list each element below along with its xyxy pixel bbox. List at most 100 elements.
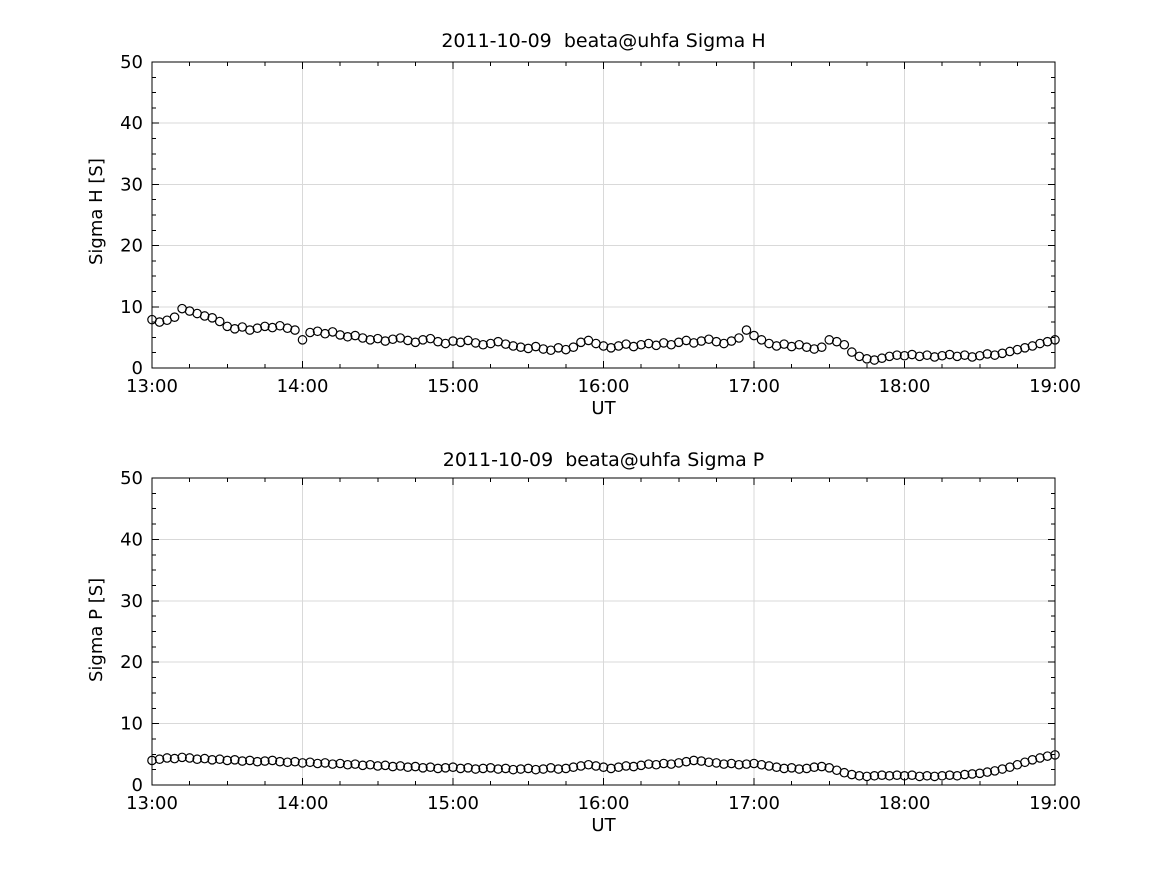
data-point-marker <box>418 335 428 345</box>
x-tick-label: 15:00 <box>427 376 479 397</box>
data-point-marker <box>327 759 338 769</box>
data-point-marker <box>568 342 579 352</box>
data-point-marker <box>357 760 368 771</box>
data-point-marker <box>372 761 383 771</box>
data-point-marker <box>410 761 421 772</box>
data-point-marker <box>184 753 195 763</box>
data-point-marker <box>342 331 353 342</box>
data-point-marker <box>320 758 330 768</box>
data-point-marker <box>974 768 985 779</box>
data-point-marker <box>967 769 978 779</box>
sigma-p-x-axis-label: UT <box>591 815 616 836</box>
data-point-marker <box>809 762 819 772</box>
x-tick-label: 17:00 <box>728 376 780 397</box>
x-tick-label: 16:00 <box>578 376 630 397</box>
data-point-marker <box>628 761 639 772</box>
x-tick-label: 13:00 <box>126 376 178 397</box>
data-point-marker <box>162 753 172 763</box>
data-point-marker <box>794 764 804 774</box>
y-tick-label: 30 <box>120 174 143 195</box>
data-point-marker <box>636 760 646 771</box>
data-point-marker <box>899 770 910 781</box>
data-point-marker <box>922 770 932 781</box>
data-point-marker <box>719 759 729 769</box>
data-point-marker <box>207 313 217 323</box>
data-point-marker <box>478 763 488 774</box>
x-tick-label: 14:00 <box>277 793 329 814</box>
grid <box>152 478 1055 785</box>
data-point-marker <box>854 770 865 781</box>
data-point-marker <box>764 761 774 771</box>
data-point-marker <box>606 763 616 774</box>
sigma-p-chart-canvas: 13:00 14:00 15:00 16:00 17:00 18:00 19:00 0 10 20… <box>120 468 1081 814</box>
data-point-marker <box>598 762 609 772</box>
data-point-marker <box>884 351 895 362</box>
data-point-marker <box>147 755 157 766</box>
x-tick-label: 18:00 <box>879 793 931 814</box>
y-tick-label: 40 <box>120 529 143 550</box>
data-point-marker <box>967 352 978 362</box>
data-point-marker <box>899 350 910 361</box>
data-point-marker <box>395 761 406 771</box>
data-point-marker <box>914 771 925 782</box>
data-point-marker <box>749 758 759 769</box>
data-point-marker <box>741 325 752 335</box>
data-point-marker <box>816 342 827 352</box>
data-points <box>147 750 1060 782</box>
grid <box>152 62 1055 368</box>
data-point-marker <box>154 754 165 765</box>
data-point-marker <box>470 764 481 774</box>
data-point-marker <box>681 756 692 767</box>
data-point-marker <box>305 327 315 338</box>
data-point-marker <box>711 758 722 768</box>
data-point-marker <box>515 764 526 774</box>
x-tick-label: 14:00 <box>277 376 329 397</box>
data-point-marker <box>576 761 586 771</box>
x-tick-label: 16:00 <box>578 793 630 814</box>
data-point-marker <box>779 763 789 774</box>
data-point-marker <box>801 763 812 774</box>
sigma-p-y-axis-label: Sigma P [S] <box>86 577 107 682</box>
x-tick-label: 18:00 <box>879 376 931 397</box>
sigma-h-x-axis-label: UT <box>591 398 616 419</box>
data-point-marker <box>929 771 940 782</box>
y-tick-label: 10 <box>120 297 143 318</box>
data-point-marker <box>297 758 308 768</box>
data-point-marker <box>862 354 872 364</box>
data-point-marker <box>214 754 225 765</box>
x-tick-label: 17:00 <box>728 793 780 814</box>
data-point-marker <box>591 761 601 771</box>
x-tick-label: 19:00 <box>1029 376 1081 397</box>
data-point-marker <box>478 339 488 350</box>
data-point-marker <box>786 763 797 773</box>
data-point-marker <box>290 756 300 767</box>
data-point-marker <box>418 763 428 773</box>
data-point-marker <box>207 755 217 765</box>
data-point-marker <box>380 760 391 771</box>
y-tick-label: 40 <box>120 113 143 134</box>
sigma-p-chart-title: 2011-10-09 beata@uhfa Sigma P <box>442 449 765 471</box>
sigma-h-chart-canvas: 13:00 14:00 15:00 16:00 17:00 18:00 19:00 0 10 20… <box>120 52 1081 397</box>
data-point-marker <box>929 352 940 362</box>
data-point-marker <box>463 763 473 773</box>
data-point-marker <box>666 759 677 769</box>
data-point-marker <box>561 763 571 774</box>
data-point-marker <box>169 312 180 322</box>
data-point-marker <box>214 316 225 327</box>
axes-box <box>151 477 1056 786</box>
data-point-marker <box>229 755 240 765</box>
data-point-marker <box>877 770 887 780</box>
y-tick-label: 50 <box>120 52 143 73</box>
data-point-marker <box>613 762 624 772</box>
x-tick-label: 19:00 <box>1029 793 1081 814</box>
data-point-marker <box>260 756 270 766</box>
data-point-marker <box>448 336 458 346</box>
data-point-marker <box>425 762 436 772</box>
data-point-marker <box>734 759 744 770</box>
y-tick-label: 30 <box>120 591 143 612</box>
data-point-marker <box>275 756 285 767</box>
data-point-marker <box>892 350 902 360</box>
data-point-marker <box>673 758 684 768</box>
data-point-marker <box>192 754 202 765</box>
